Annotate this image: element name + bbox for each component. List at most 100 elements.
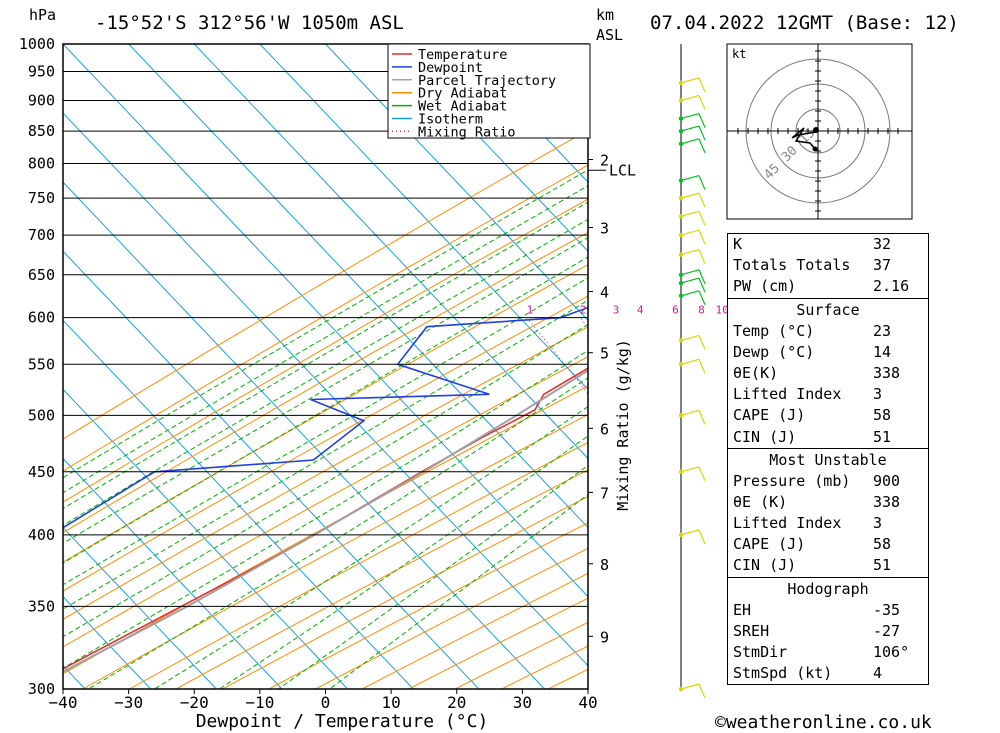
pressure-tick-label: 1000	[19, 35, 55, 53]
index-row: θE (K) 338	[728, 492, 928, 513]
legend-label: Wet Adiabat	[418, 99, 507, 115]
index-label: θE (K)	[733, 492, 788, 511]
wind-barb-dot	[678, 686, 684, 692]
isotherm-line	[63, 457, 283, 689]
wind-barb	[680, 113, 700, 120]
index-value: 338	[873, 492, 901, 511]
index-label: K	[733, 235, 743, 253]
pressure-tick-label: 500	[28, 406, 55, 424]
isotherm-line	[193, 44, 588, 460]
index-value: -35	[873, 600, 901, 619]
index-value: 58	[873, 406, 892, 425]
wind-barb-flag	[698, 211, 706, 226]
index-value: 106°	[873, 643, 910, 661]
wind-barb	[680, 683, 700, 690]
isotherm-line	[63, 319, 414, 689]
dry-adiabat	[175, 469, 588, 689]
pressure-tick-label: 950	[28, 62, 55, 80]
index-value: 32	[873, 235, 892, 253]
index-row: PW (cm) 2.16	[728, 276, 928, 297]
index-row: EH -35	[728, 600, 928, 621]
index-value: 4	[873, 664, 883, 683]
wet-adiabat	[329, 493, 588, 689]
index-value: 58	[873, 535, 892, 554]
isotherm-line	[63, 250, 480, 689]
wind-barb-dot	[678, 532, 684, 538]
wind-barb-flag	[698, 529, 706, 545]
wind-barb-dot	[678, 214, 684, 219]
copyright-text: ©weatheronline.co.uk	[715, 712, 932, 733]
index-label: CAPE (J)	[733, 406, 806, 425]
wind-barb	[680, 94, 700, 102]
index-value: 3	[873, 385, 883, 404]
indices-table: K 32 Totals Totals 37 PW (cm) 2.16 Surface Temp…	[727, 233, 929, 686]
index-label: θE(K)	[733, 363, 779, 382]
legend-box	[387, 43, 591, 139]
mixing-ratio-label: 4	[637, 304, 644, 317]
wind-barb-dot	[678, 338, 684, 343]
index-label: StmDir	[733, 643, 788, 661]
wind-barb	[680, 174, 700, 182]
mixing-ratio-label: 2	[580, 304, 587, 317]
wind-barb	[680, 192, 700, 199]
index-row: CAPE (J) 58	[728, 405, 928, 426]
index-row: Totals Totals 37	[728, 255, 928, 276]
wet-adiabat	[219, 435, 588, 689]
isotherm-line	[63, 44, 588, 598]
legend-label: Dry Adiabat	[418, 86, 507, 102]
wind-barb	[680, 269, 700, 276]
wind-barb	[680, 277, 700, 284]
index-row: Lifted Index 3	[728, 384, 928, 405]
temp-tick-label: 40	[578, 693, 597, 712]
mixing-ratio-label: 1	[527, 304, 534, 317]
wind-barb-flag	[698, 335, 706, 350]
isotherm-line	[390, 44, 588, 252]
wind-barb-flag	[698, 95, 706, 110]
isotherm-line	[128, 44, 588, 529]
wind-barb-flag	[698, 125, 706, 141]
index-row: CAPE (J) 58	[728, 534, 928, 555]
pressure-tick-label: 350	[28, 597, 55, 615]
index-label: EH	[733, 600, 752, 619]
wind-barb	[680, 334, 700, 342]
temp-tick-label: 10	[381, 693, 400, 712]
wind-barb-dot	[678, 116, 684, 121]
index-value: 51	[873, 427, 892, 446]
index-row: K 32	[728, 234, 928, 255]
index-row: SREH -27	[728, 621, 928, 642]
wind-barb	[680, 77, 700, 84]
wind-barb-flag	[698, 290, 706, 306]
index-value: -27	[873, 621, 901, 640]
wind-barb	[680, 248, 700, 256]
dry-adiabat	[63, 356, 588, 648]
legend-label: Parcel Trajectory	[418, 73, 556, 89]
temp-tick-label: 20	[447, 693, 466, 712]
index-label: SREH	[733, 621, 770, 640]
index-value: 51	[873, 556, 892, 575]
index-value: 37	[873, 256, 892, 275]
wet-adiabat	[88, 377, 588, 689]
hodograph-storm-motion	[813, 127, 819, 133]
index-label: Lifted Index	[733, 514, 842, 533]
temp-tick-label: 0	[321, 693, 331, 712]
temp-tick-label: −20	[180, 693, 209, 712]
wind-barb-flag	[698, 175, 706, 190]
mixing-ratio-label: 8	[698, 304, 705, 317]
km-unit-label: km	[596, 6, 614, 24]
index-label: Dewp (°C)	[733, 342, 815, 361]
wind-barb-flag	[698, 192, 706, 208]
index-value: 900	[873, 471, 901, 490]
location-title: -15°52'S 312°56'W 1050m ASL	[95, 12, 404, 34]
wind-barb-dot	[678, 280, 684, 286]
isotherm-line	[325, 44, 588, 322]
index-value: 23	[873, 321, 892, 340]
wind-barb-flag	[698, 77, 706, 93]
isotherm-line	[63, 181, 545, 689]
pressure-tick-label: 550	[28, 355, 55, 373]
temp-tick-label: −40	[49, 693, 78, 712]
km-tick-label: 4	[600, 284, 609, 302]
index-row: CIN (J) 51	[728, 555, 928, 576]
mixing-ratio-axis-label: Mixing Ratio (g/kg)	[614, 339, 632, 511]
wind-barb	[680, 409, 700, 416]
